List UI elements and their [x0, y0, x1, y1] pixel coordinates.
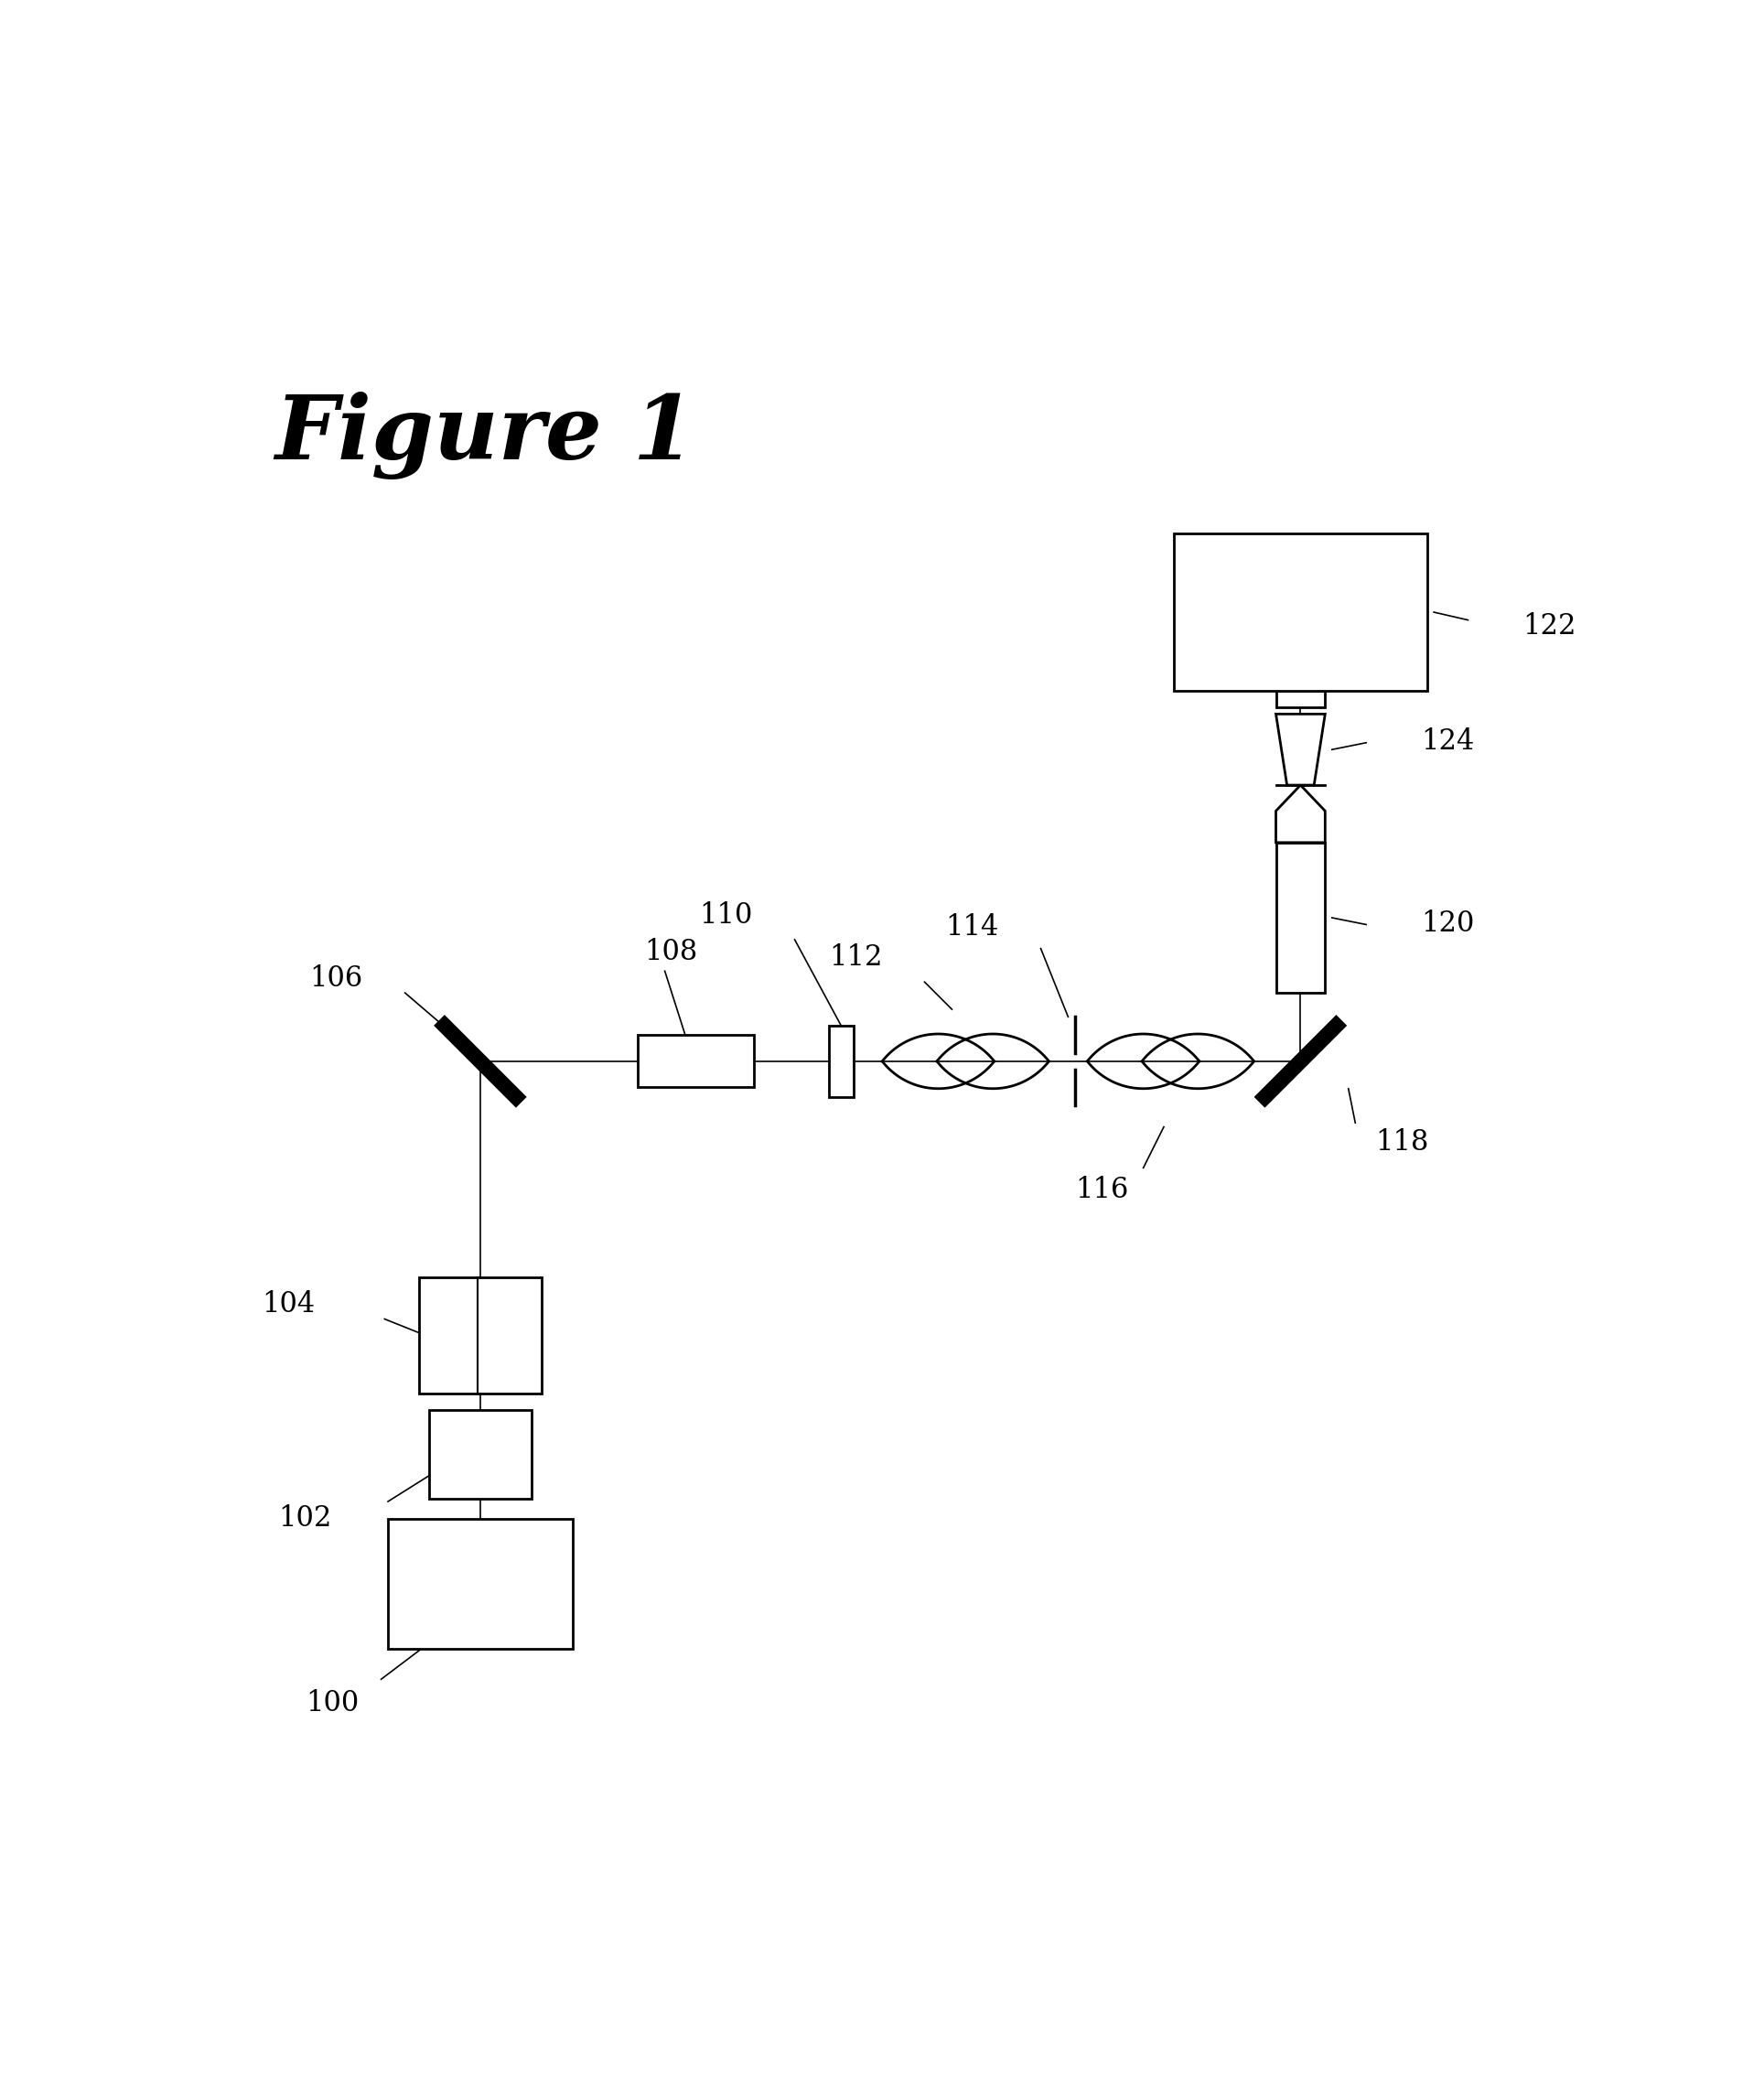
Text: 122: 122 [1522, 612, 1577, 641]
Text: 114: 114 [946, 912, 998, 942]
Bar [1175, 535, 1427, 691]
Text: 110: 110 [699, 902, 753, 929]
Bar [1275, 691, 1325, 708]
Text: 102: 102 [279, 1503, 332, 1533]
Text: Figure 1: Figure 1 [275, 390, 695, 480]
Text: 116: 116 [1074, 1176, 1129, 1205]
Text: 108: 108 [644, 938, 697, 967]
Text: 120: 120 [1420, 910, 1475, 938]
Text: 100: 100 [305, 1689, 360, 1716]
Text: 106: 106 [309, 965, 363, 992]
Polygon shape [1275, 785, 1325, 844]
Bar [388, 1520, 573, 1650]
Text: 112: 112 [829, 944, 882, 973]
Bar [418, 1278, 542, 1393]
Text: 104: 104 [261, 1290, 314, 1318]
Bar [637, 1036, 753, 1088]
Text: 124: 124 [1420, 727, 1475, 756]
Text: 118: 118 [1376, 1128, 1429, 1157]
Bar [1275, 844, 1325, 994]
Polygon shape [1275, 714, 1325, 785]
Bar [829, 1025, 854, 1096]
Bar [429, 1409, 531, 1499]
